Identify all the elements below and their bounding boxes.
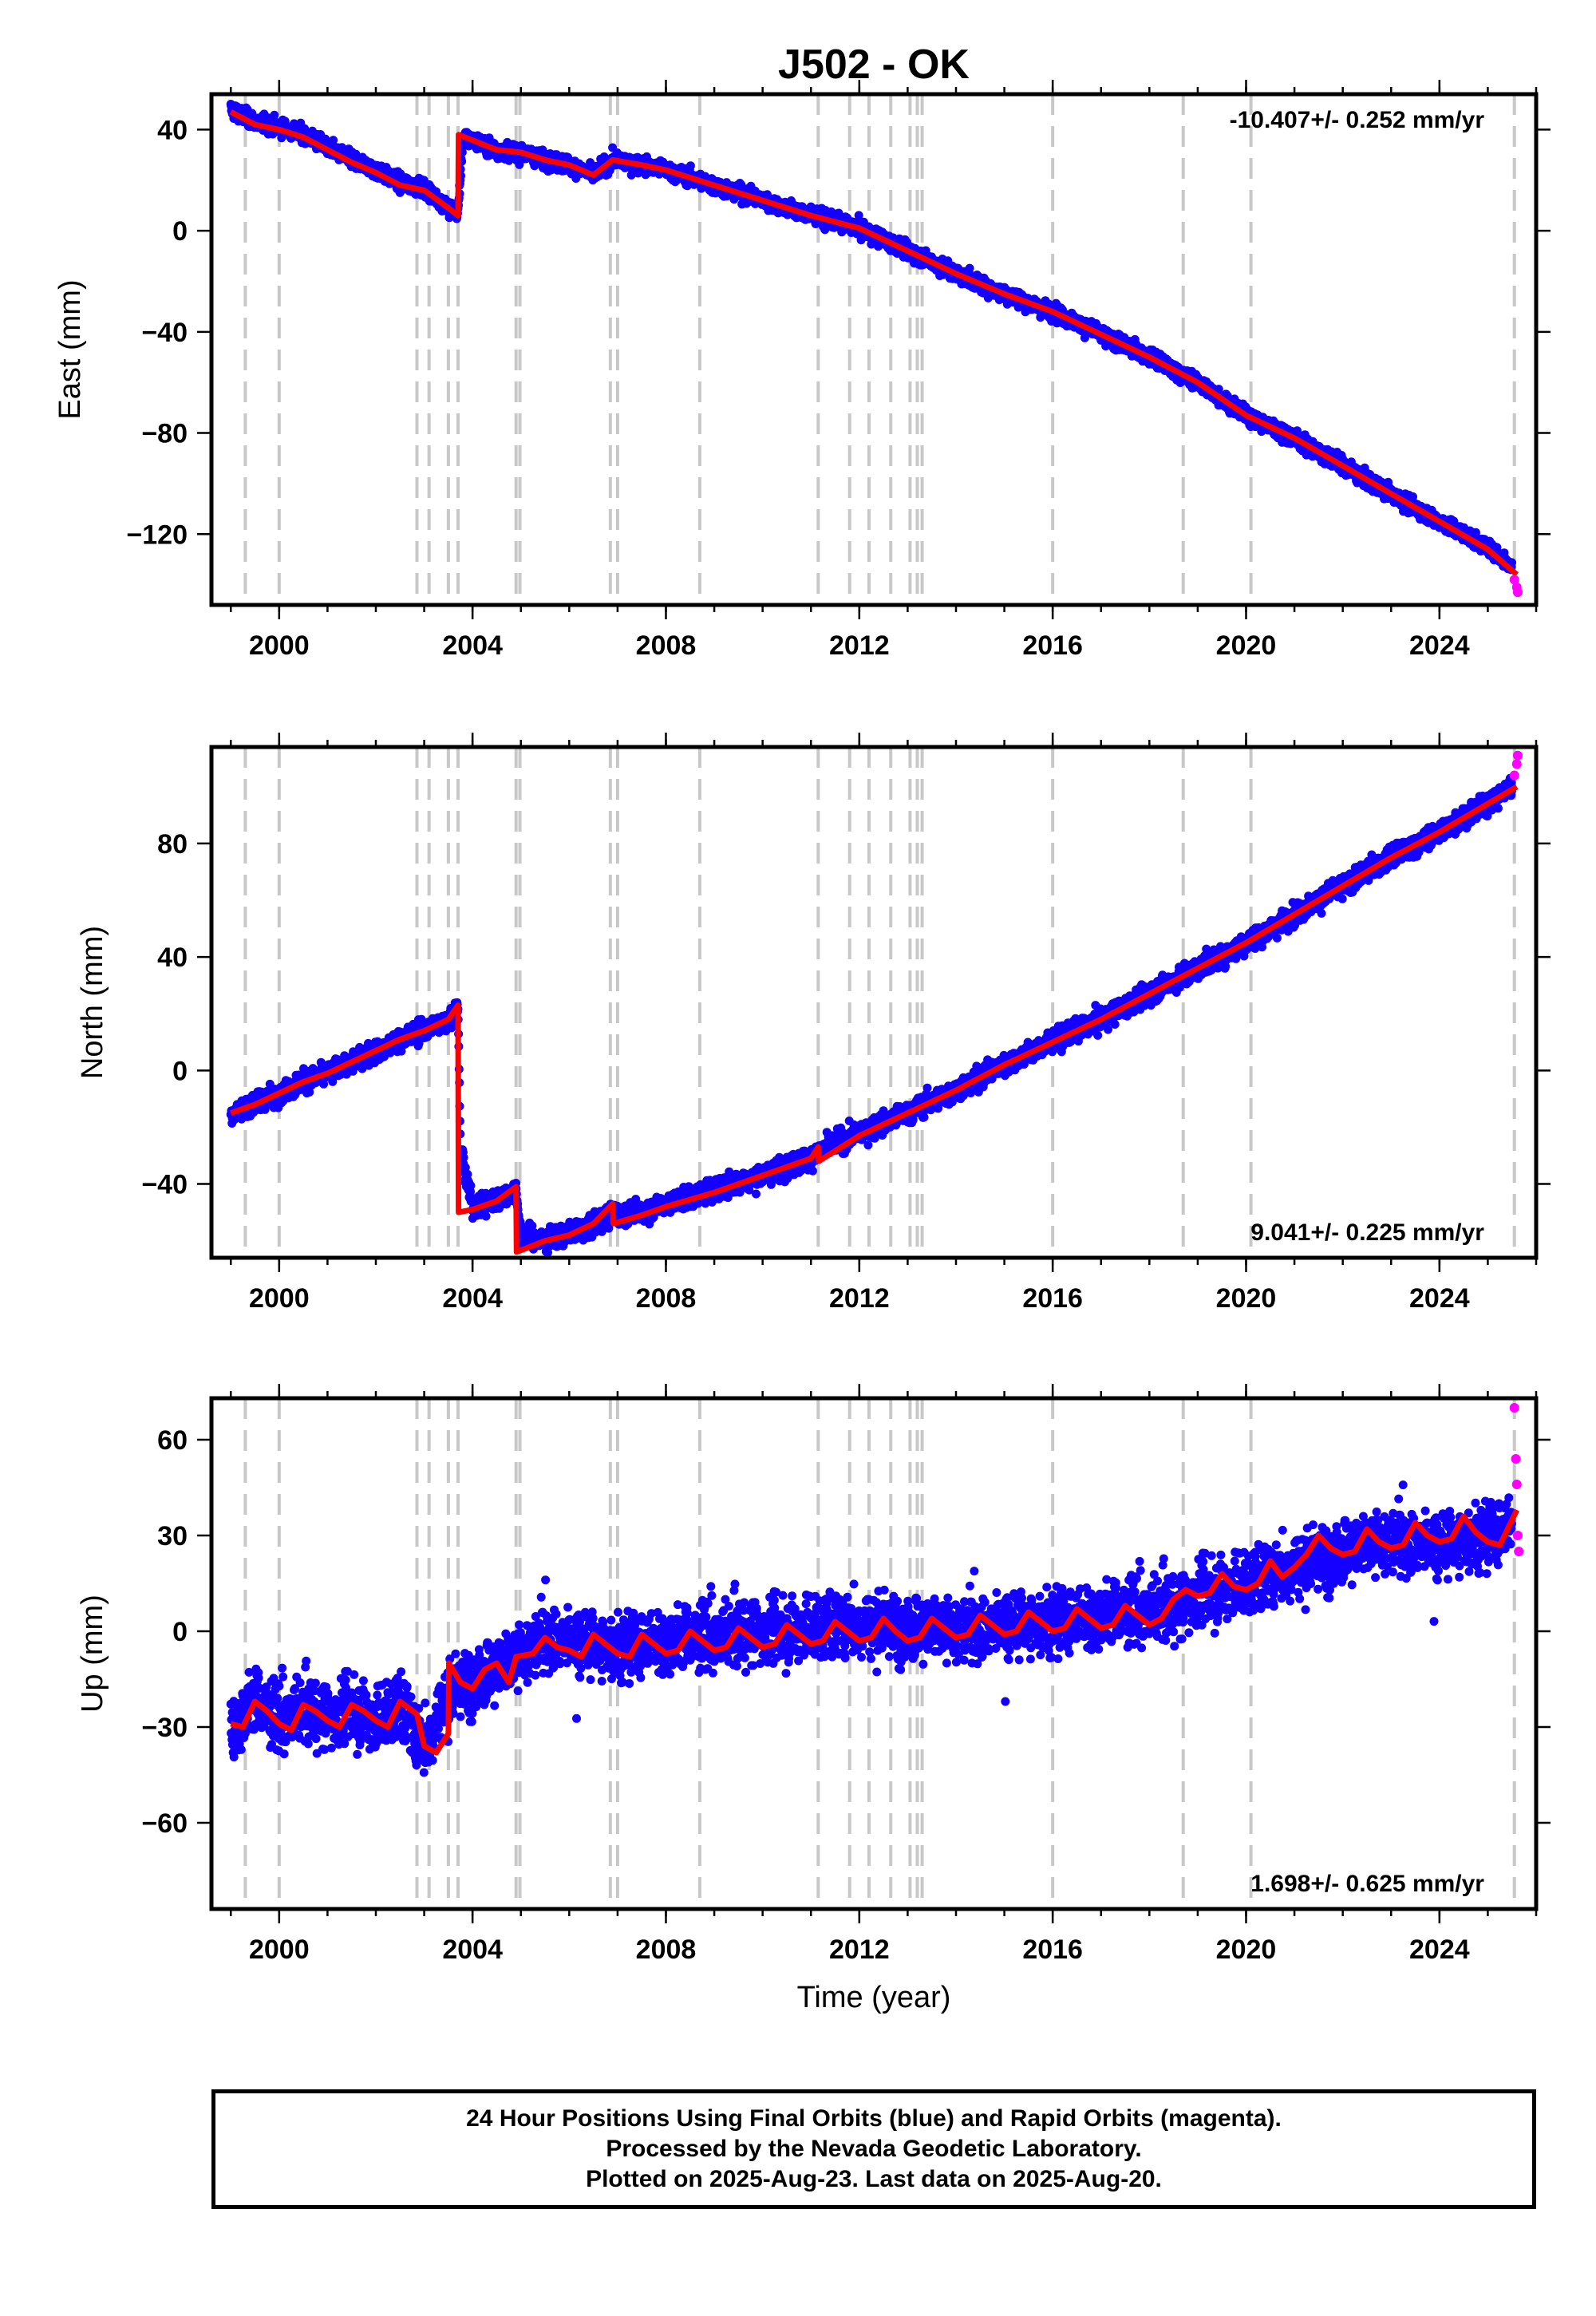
final-orbit-points xyxy=(226,773,1516,1257)
plot-area xyxy=(226,747,1523,1258)
rapid-point xyxy=(1512,587,1523,598)
final-point xyxy=(965,263,974,273)
x-tick-label: 2020 xyxy=(1216,630,1277,661)
final-point xyxy=(329,136,338,145)
final-point xyxy=(685,161,695,171)
y-axis-label: East (mm) xyxy=(53,279,87,419)
y-tick-label: 40 xyxy=(157,115,188,145)
axis-frame xyxy=(209,92,1539,607)
x-tick-label: 2008 xyxy=(636,630,697,661)
x-tick-label: 2004 xyxy=(442,630,503,661)
east-panel: 2000 2004 2008 2012 2016 2020 2024 40 0 −40 −80 −12… xyxy=(53,80,1551,661)
north-panel: 2000 2004 2008 2012 2016 2020 202480400−40Nort… xyxy=(76,733,1551,1314)
final-point xyxy=(854,211,863,220)
x-tick-label: 2016 xyxy=(1022,630,1083,661)
final-point xyxy=(737,180,746,190)
rapid-orbit-points xyxy=(1509,575,1523,598)
final-orbit-points xyxy=(226,100,1516,575)
x-tick-label: 2000 xyxy=(249,630,310,661)
y-tick-label: −80 xyxy=(141,419,188,449)
y-tick-label: −40 xyxy=(141,318,188,348)
y-tick-label: −120 xyxy=(126,520,188,550)
final-point xyxy=(270,110,279,120)
y-tick-label: 0 xyxy=(172,216,188,247)
chart-title: J502 - OK xyxy=(778,41,970,88)
x-tick-label: 2024 xyxy=(1409,630,1470,661)
plot-area xyxy=(226,94,1523,605)
x-tick-label: 2012 xyxy=(829,630,890,661)
rate-annotation: -10.407+/- 0.252 mm/yr xyxy=(1230,107,1485,133)
